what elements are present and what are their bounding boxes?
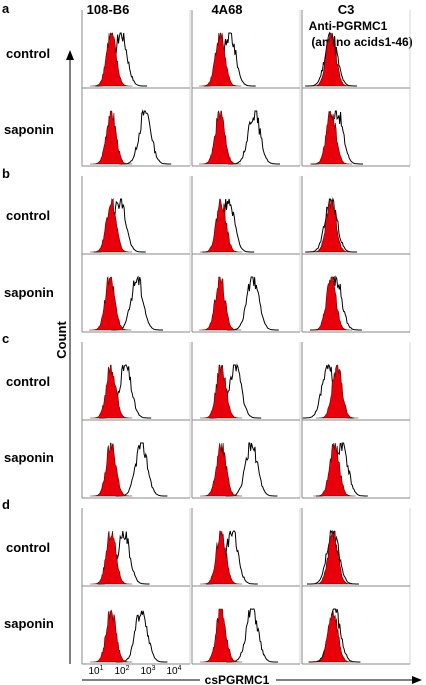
histogram-filled-d-control-0 (90, 530, 133, 585)
x-tick-exponent: 4 (178, 665, 182, 672)
panel-label-b: b (2, 166, 10, 181)
x-tick-base: 10 (114, 666, 126, 677)
histogram-filled-a-saponin-1 (199, 110, 242, 165)
histogram-filled-d-saponin-0 (90, 609, 133, 663)
x-tick-label: 101 (88, 665, 103, 677)
x-tick-exponent: 2 (126, 665, 130, 672)
histogram-filled-d-control-1 (200, 530, 243, 585)
x-tick-exponent: 1 (100, 665, 104, 672)
x-tick-exponent: 3 (152, 665, 156, 672)
histogram-filled-a-control-0 (90, 32, 133, 87)
histogram-open-a-saponin-1 (228, 110, 280, 165)
histogram-filled-a-control-2 (310, 32, 353, 87)
x-tick-label: 102 (114, 665, 129, 677)
column-subtitle-c3: Anti-PGRMC1 (309, 19, 388, 33)
histogram-open-c-saponin-1 (225, 442, 278, 497)
histogram-filled-a-control-1 (199, 32, 242, 87)
histogram-open-b-saponin-1 (227, 276, 279, 331)
row-label-b-saponin: saponin (4, 285, 54, 300)
column-title-c3: C3 (338, 2, 355, 17)
x-tick-base: 10 (140, 666, 152, 677)
histogram-filled-b-control-2 (310, 198, 353, 253)
panel-label-c: c (2, 331, 9, 346)
panel-label-d: d (2, 497, 10, 512)
x-tick-label: 103 (140, 665, 155, 677)
histogram-filled-a-saponin-2 (310, 110, 353, 165)
row-label-b-control: control (6, 208, 50, 223)
histogram-filled-c-saponin-1 (200, 442, 243, 497)
histogram-filled-c-saponin-0 (90, 442, 133, 497)
row-label-c-saponin: saponin (4, 450, 54, 465)
histogram-filled-d-control-2 (311, 530, 354, 585)
column-title-108-b6: 108-B6 (87, 2, 130, 17)
histogram-filled-b-control-0 (90, 197, 133, 253)
histogram-open-d-saponin-0 (115, 610, 168, 663)
histogram-open-d-saponin-2 (308, 608, 361, 663)
column-subtitle-c3-range: (amino acids1-46) (311, 35, 412, 49)
histogram-filled-b-control-1 (200, 198, 243, 253)
histogram-filled-d-saponin-1 (200, 608, 243, 663)
y-axis-label: Count (54, 321, 69, 359)
histogram-filled-b-saponin-1 (199, 276, 242, 331)
panel-label-a: a (2, 1, 10, 16)
row-label-d-control: control (6, 540, 50, 555)
row-label-a-saponin: saponin (4, 122, 54, 137)
x-tick-base: 10 (88, 666, 100, 677)
histogram-open-c-saponin-0 (115, 442, 168, 497)
histogram-filled-d-saponin-2 (311, 608, 354, 663)
histogram-grid (81, 10, 411, 665)
histogram-filled-b-saponin-2 (310, 276, 353, 331)
row-label-c-control: control (6, 374, 50, 389)
histogram-open-d-saponin-1 (226, 608, 279, 663)
histogram-filled-c-saponin-2 (313, 442, 356, 497)
histogram-open-a-saponin-0 (119, 109, 172, 165)
x-tick-label: 104 (166, 665, 181, 677)
row-label-d-saponin: saponin (4, 616, 54, 631)
x-axis-label: csPGRMC1 (205, 673, 270, 685)
histogram-filled-c-control-1 (200, 364, 243, 419)
x-tick-labels: 101 102 103 104 (88, 665, 181, 677)
row-label-a-control: control (6, 46, 50, 61)
histogram-filled-c-control-0 (90, 364, 133, 419)
x-tick-base: 10 (166, 666, 178, 677)
histogram-filled-b-saponin-0 (89, 276, 132, 331)
histogram-filled-a-saponin-0 (90, 110, 133, 165)
column-title-4a68: 4A68 (211, 2, 242, 17)
x-axis-arrow-head (412, 676, 422, 684)
histogram-filled-c-control-2 (316, 364, 359, 419)
y-axis-arrow-head (66, 50, 74, 60)
